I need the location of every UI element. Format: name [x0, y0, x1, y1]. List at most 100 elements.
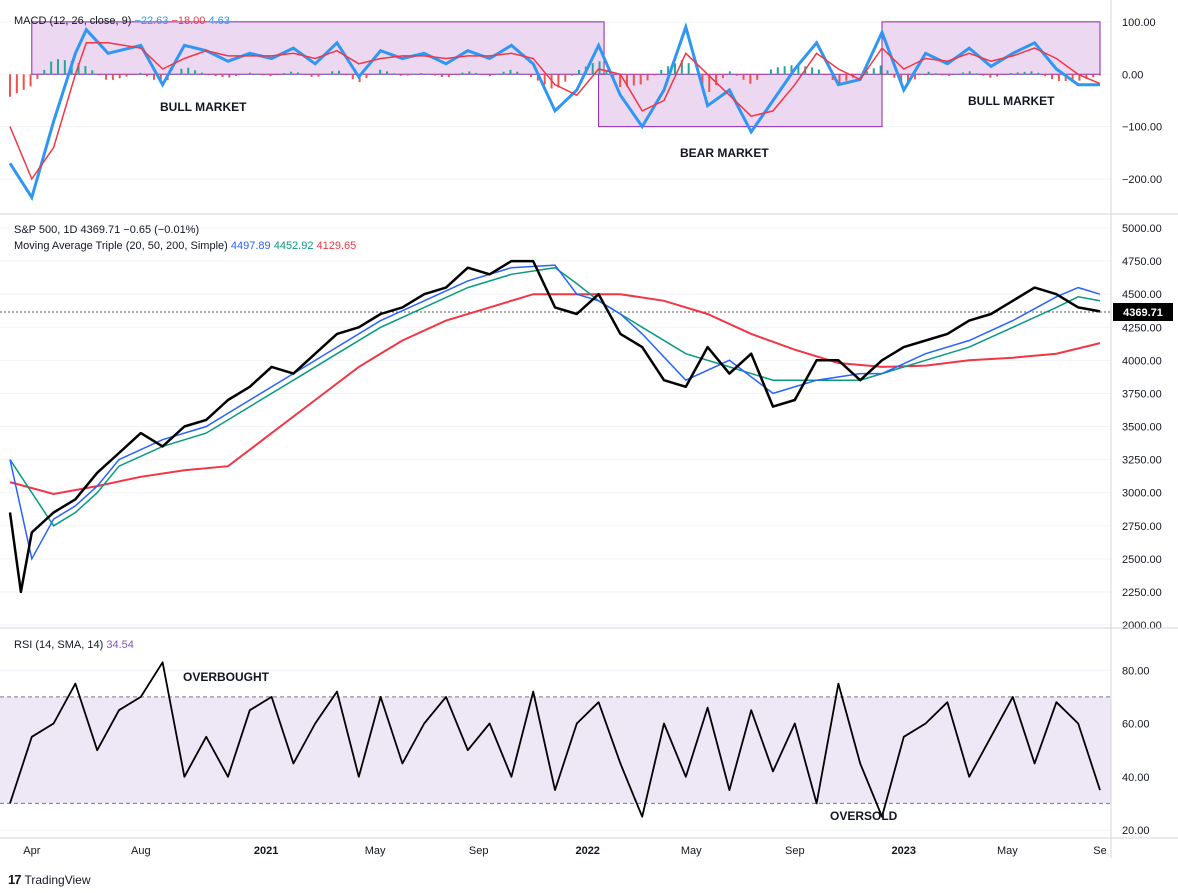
- histogram-bar: [1078, 74, 1081, 81]
- annotation-oversold: OVERSOLD: [830, 809, 898, 823]
- histogram-bar: [639, 74, 642, 85]
- histogram-bar: [255, 73, 258, 75]
- histogram-bar: [824, 74, 827, 76]
- histogram-bar: [242, 74, 245, 75]
- y-tick-label: 3750.00: [1122, 388, 1162, 400]
- y-tick-label: 5000.00: [1122, 223, 1162, 235]
- histogram-bar: [22, 74, 25, 90]
- histogram-bar: [543, 74, 546, 85]
- x-tick-label: May: [365, 845, 386, 857]
- time-axis: Apr Aug 2021 May Sep 2022 May Sep 2023 May Se: [23, 845, 1106, 857]
- y-tick-label: 3000.00: [1122, 488, 1162, 500]
- histogram-bar: [769, 69, 772, 75]
- y-tick-label: 20.00: [1122, 825, 1150, 837]
- ma-legend: Moving Average Triple (20, 50, 200, Simp…: [14, 240, 356, 252]
- rsi-band: [0, 696, 1111, 804]
- histogram-bar: [221, 74, 224, 78]
- last-price-label: 4369.71: [1123, 307, 1163, 319]
- histogram-bar: [296, 72, 299, 75]
- y-tick-label: −200.00: [1122, 174, 1162, 186]
- histogram-bar: [564, 74, 567, 82]
- histogram-bar: [934, 73, 937, 75]
- y-tick-label: 40.00: [1122, 772, 1150, 784]
- histogram-bar: [427, 73, 430, 75]
- histogram-bar: [708, 74, 711, 92]
- macd-legend: MACD (12, 26, close, 9) −22.63 −18.00 4.…: [14, 15, 230, 27]
- histogram-bar: [228, 74, 231, 78]
- x-tick-label: 2022: [575, 845, 599, 857]
- histogram-bar: [749, 74, 752, 84]
- histogram-bar: [907, 74, 910, 85]
- histogram-bar: [461, 72, 464, 75]
- x-tick-label: 2023: [892, 845, 916, 857]
- histogram-bar: [248, 72, 251, 75]
- histogram-bar: [859, 74, 862, 75]
- histogram-bar: [653, 74, 656, 76]
- tradingview-branding[interactable]: 17 TradingView: [8, 872, 91, 887]
- histogram-bar: [680, 60, 683, 75]
- histogram-bar: [440, 74, 443, 78]
- histogram-bar: [625, 74, 628, 87]
- histogram-bar: [817, 69, 820, 75]
- y-tick-label: 2000.00: [1122, 620, 1162, 632]
- histogram-bar: [872, 68, 875, 75]
- x-tick-label: May: [997, 845, 1018, 857]
- histogram-bar: [687, 63, 690, 75]
- histogram-bar: [948, 74, 951, 76]
- histogram-bar: [673, 63, 676, 75]
- rsi-y-axis: 80.00 60.00 40.00 20.00: [1122, 665, 1150, 837]
- annotation-bull-market-2: BULL MARKET: [968, 94, 1055, 108]
- histogram-bar: [146, 74, 149, 77]
- histogram-bar: [1030, 71, 1033, 75]
- histogram-bar: [530, 74, 533, 78]
- ma20-legend-value: 4497.89: [231, 240, 271, 252]
- histogram-bar: [207, 74, 210, 76]
- price-legend-last: 4369.71: [80, 224, 120, 236]
- histogram-bar: [1064, 74, 1067, 82]
- histogram-bar: [420, 73, 423, 75]
- histogram-bar: [98, 74, 101, 76]
- histogram-bar: [667, 66, 670, 75]
- histogram-bar: [591, 63, 594, 75]
- histogram-bar: [194, 70, 197, 75]
- histogram-bar: [619, 74, 622, 87]
- histogram-bar: [701, 74, 704, 86]
- histogram-bar: [495, 73, 498, 75]
- histogram-bar: [913, 74, 916, 80]
- x-tick-label: Se: [1093, 845, 1106, 857]
- histogram-bar: [84, 66, 87, 75]
- y-tick-label: 80.00: [1122, 665, 1150, 677]
- histogram-bar: [790, 65, 793, 75]
- histogram-bar: [982, 74, 985, 76]
- histogram-bar: [845, 74, 848, 81]
- histogram-bar: [488, 74, 491, 77]
- histogram-bar: [968, 71, 971, 75]
- rsi-legend-value: 34.54: [106, 639, 134, 651]
- histogram-bar: [104, 74, 107, 80]
- histogram-bar: [1009, 73, 1012, 75]
- macd-signal-line: [9, 42, 1101, 181]
- y-tick-label: 2250.00: [1122, 587, 1162, 599]
- histogram-bar: [646, 74, 649, 81]
- histogram-bar: [577, 70, 580, 75]
- ma20-line: [9, 264, 1101, 561]
- macd-legend-value: −22.63: [134, 15, 168, 27]
- tradingview-name: TradingView: [24, 872, 91, 887]
- histogram-bar: [434, 74, 437, 76]
- histogram-bar: [523, 74, 526, 75]
- histogram-bar: [941, 74, 944, 76]
- histogram-bar: [482, 74, 485, 75]
- histogram-bar: [386, 71, 389, 75]
- y-tick-label: 4250.00: [1122, 322, 1162, 334]
- histogram-bar: [29, 74, 32, 87]
- histogram-bar: [50, 61, 53, 75]
- histogram-bar: [379, 69, 382, 75]
- market-zone: [31, 21, 605, 75]
- histogram-bar: [831, 74, 834, 81]
- histogram-bar: [516, 71, 519, 75]
- x-tick-label: Sep: [469, 845, 489, 857]
- histogram-bar: [1099, 74, 1101, 76]
- histogram-bar: [63, 60, 66, 75]
- y-tick-label: 3500.00: [1122, 422, 1162, 434]
